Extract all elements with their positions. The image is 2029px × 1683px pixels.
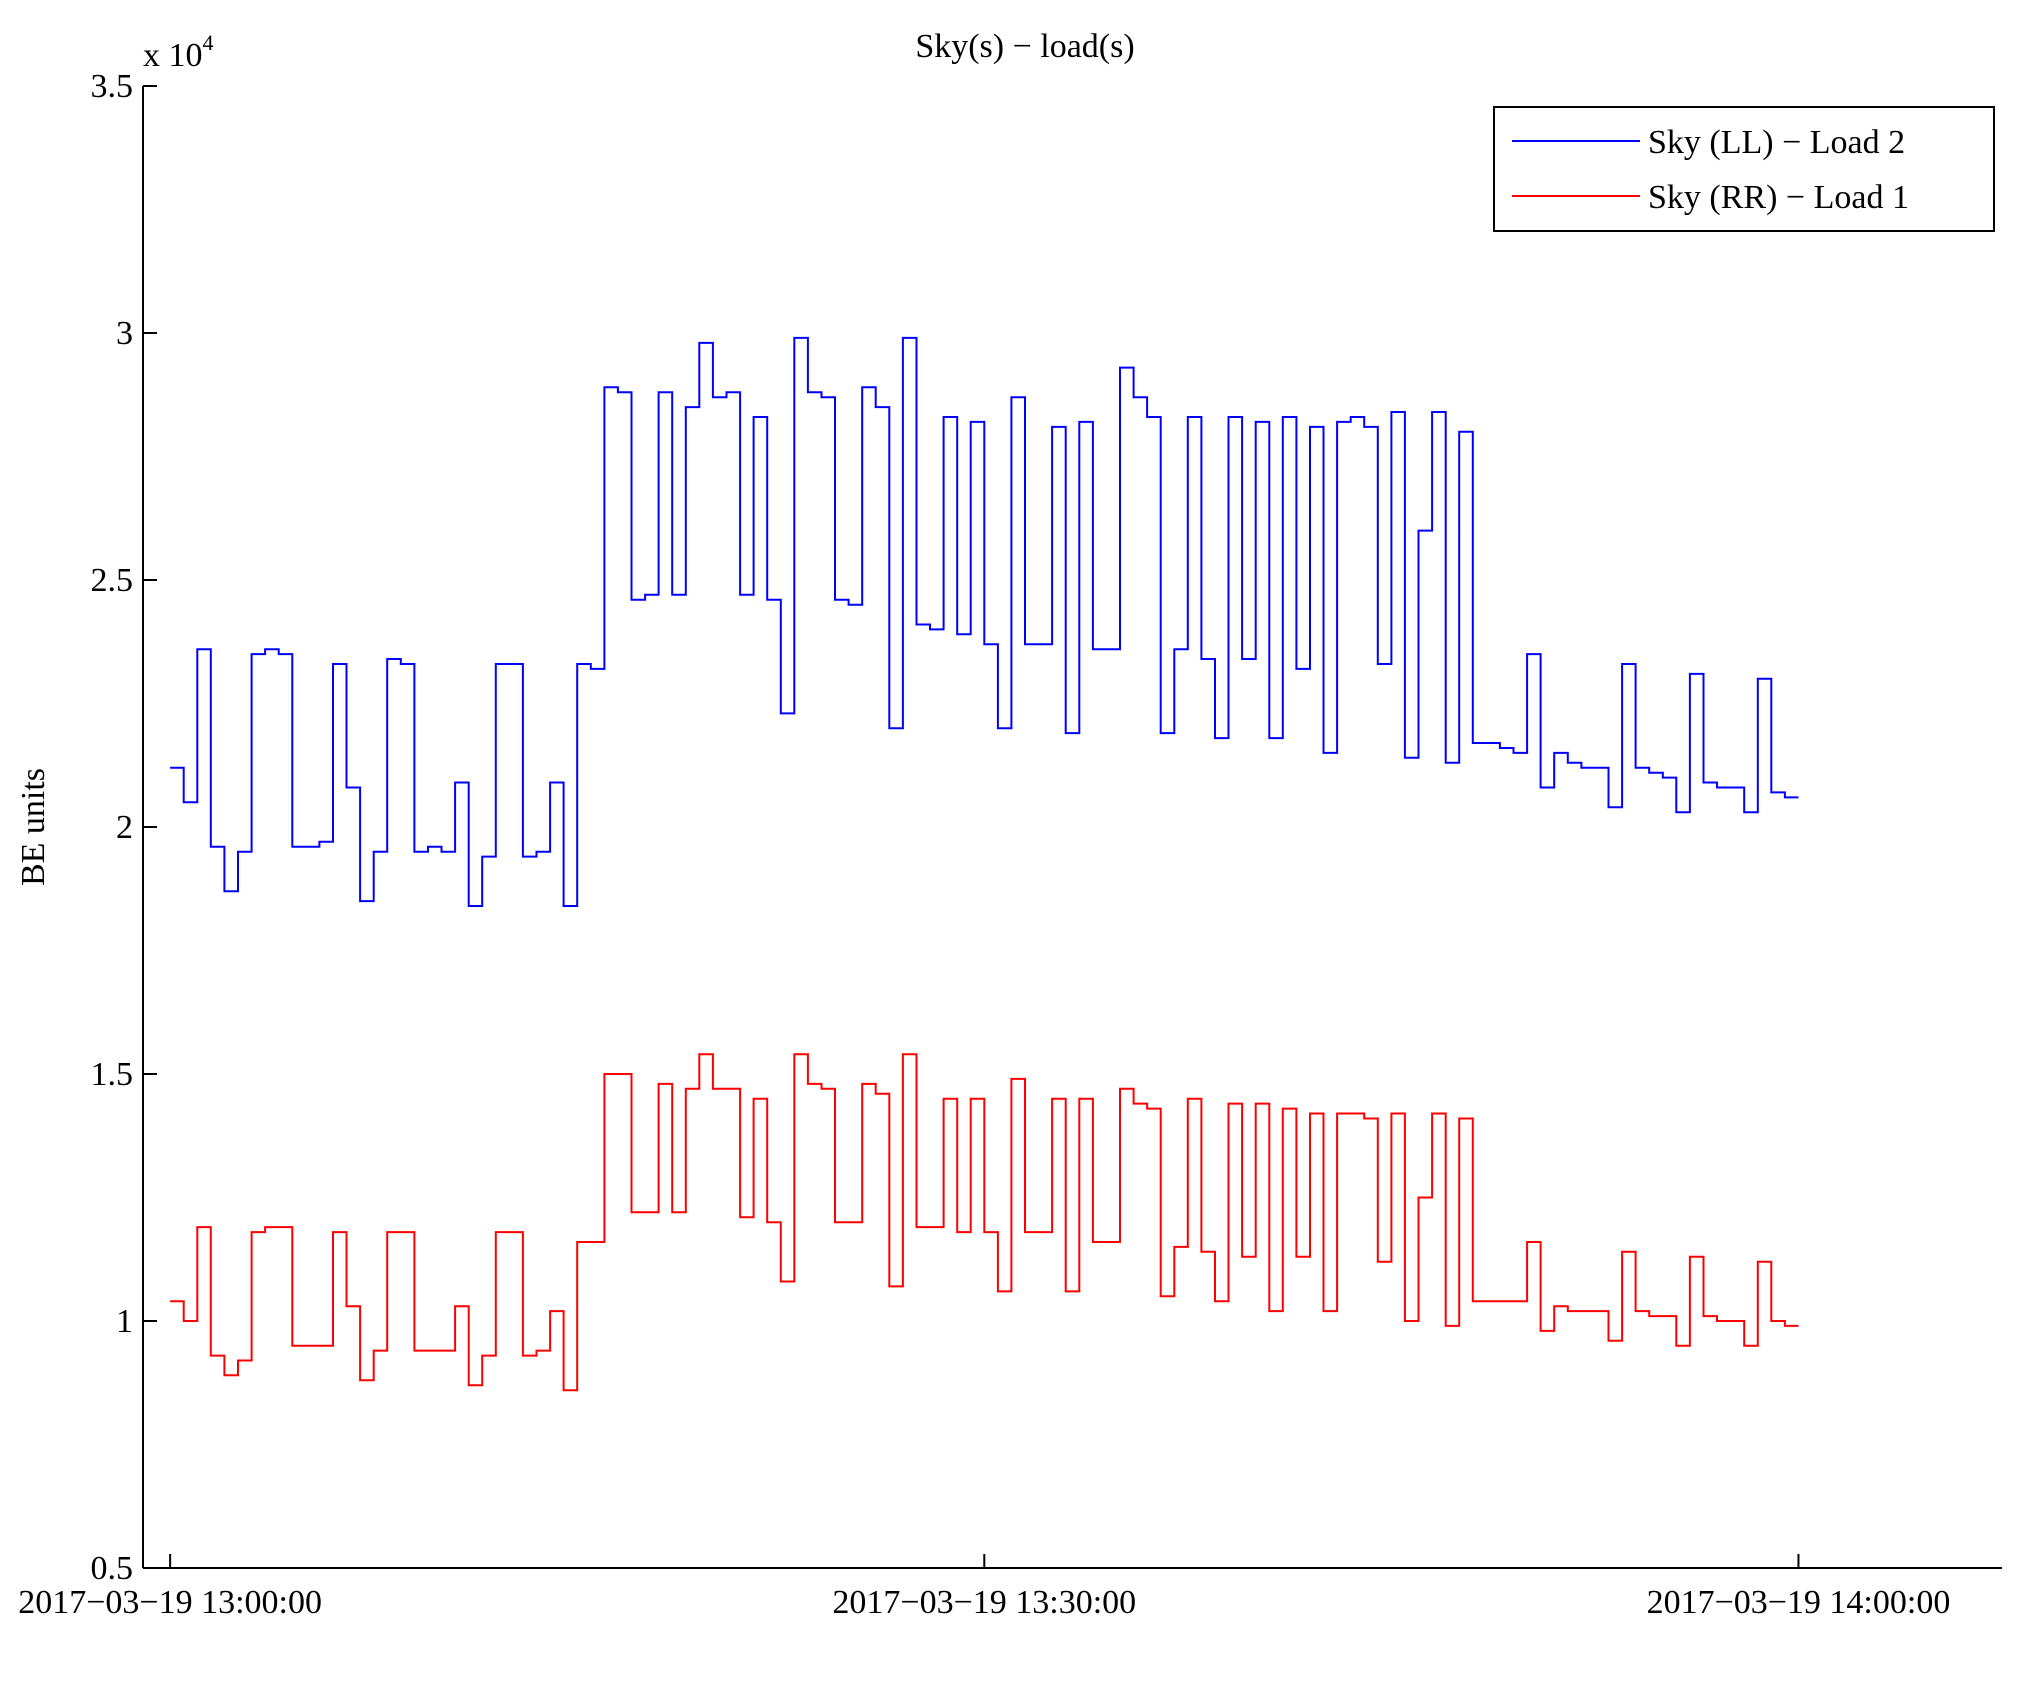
legend: Sky (LL) − Load 2 Sky (RR) − Load 1 [1493,106,1995,232]
series-line-sky-ll-load-2 [170,336,1799,907]
y-tick-label: 3 [116,315,133,352]
y-axis-ticks: 0.5 1 1.5 2 2.5 3 3.5 [91,68,157,1587]
y-tick-label: 3.5 [91,68,134,105]
y-axis-label: BE units [15,768,52,886]
chart-title: Sky(s) − load(s) [915,28,1134,65]
legend-label-rr: Sky (RR) − Load 1 [1648,179,1909,216]
series-layer [170,336,1799,1392]
y-tick-label: 0.5 [91,1550,134,1587]
series-line-sky-rr-load-1 [170,1053,1799,1392]
legend-label-ll: Sky (LL) − Load 2 [1648,124,1905,161]
y-exponent-power: 4 [203,30,214,55]
plot-frame [142,86,2002,1569]
y-tick-label: 1 [116,1303,133,1340]
x-tick-label: 2017−03−19 13:00:00 [18,1584,322,1621]
y-tick-label: 1.5 [91,1056,134,1093]
x-tick-label: 2017−03−19 13:30:00 [832,1584,1136,1621]
x-tick-label: 2017−03−19 14:00:00 [1647,1584,1951,1621]
y-tick-label: 2.5 [91,562,134,599]
y-tick-label: 2 [116,809,133,846]
x-axis-ticks: 2017−03−19 13:00:00 2017−03−19 13:30:00 20… [18,1554,1950,1621]
y-exponent-label: x 104 [143,30,214,74]
y-exponent-base: x 10 [143,37,203,74]
legend-box [1493,106,1995,232]
